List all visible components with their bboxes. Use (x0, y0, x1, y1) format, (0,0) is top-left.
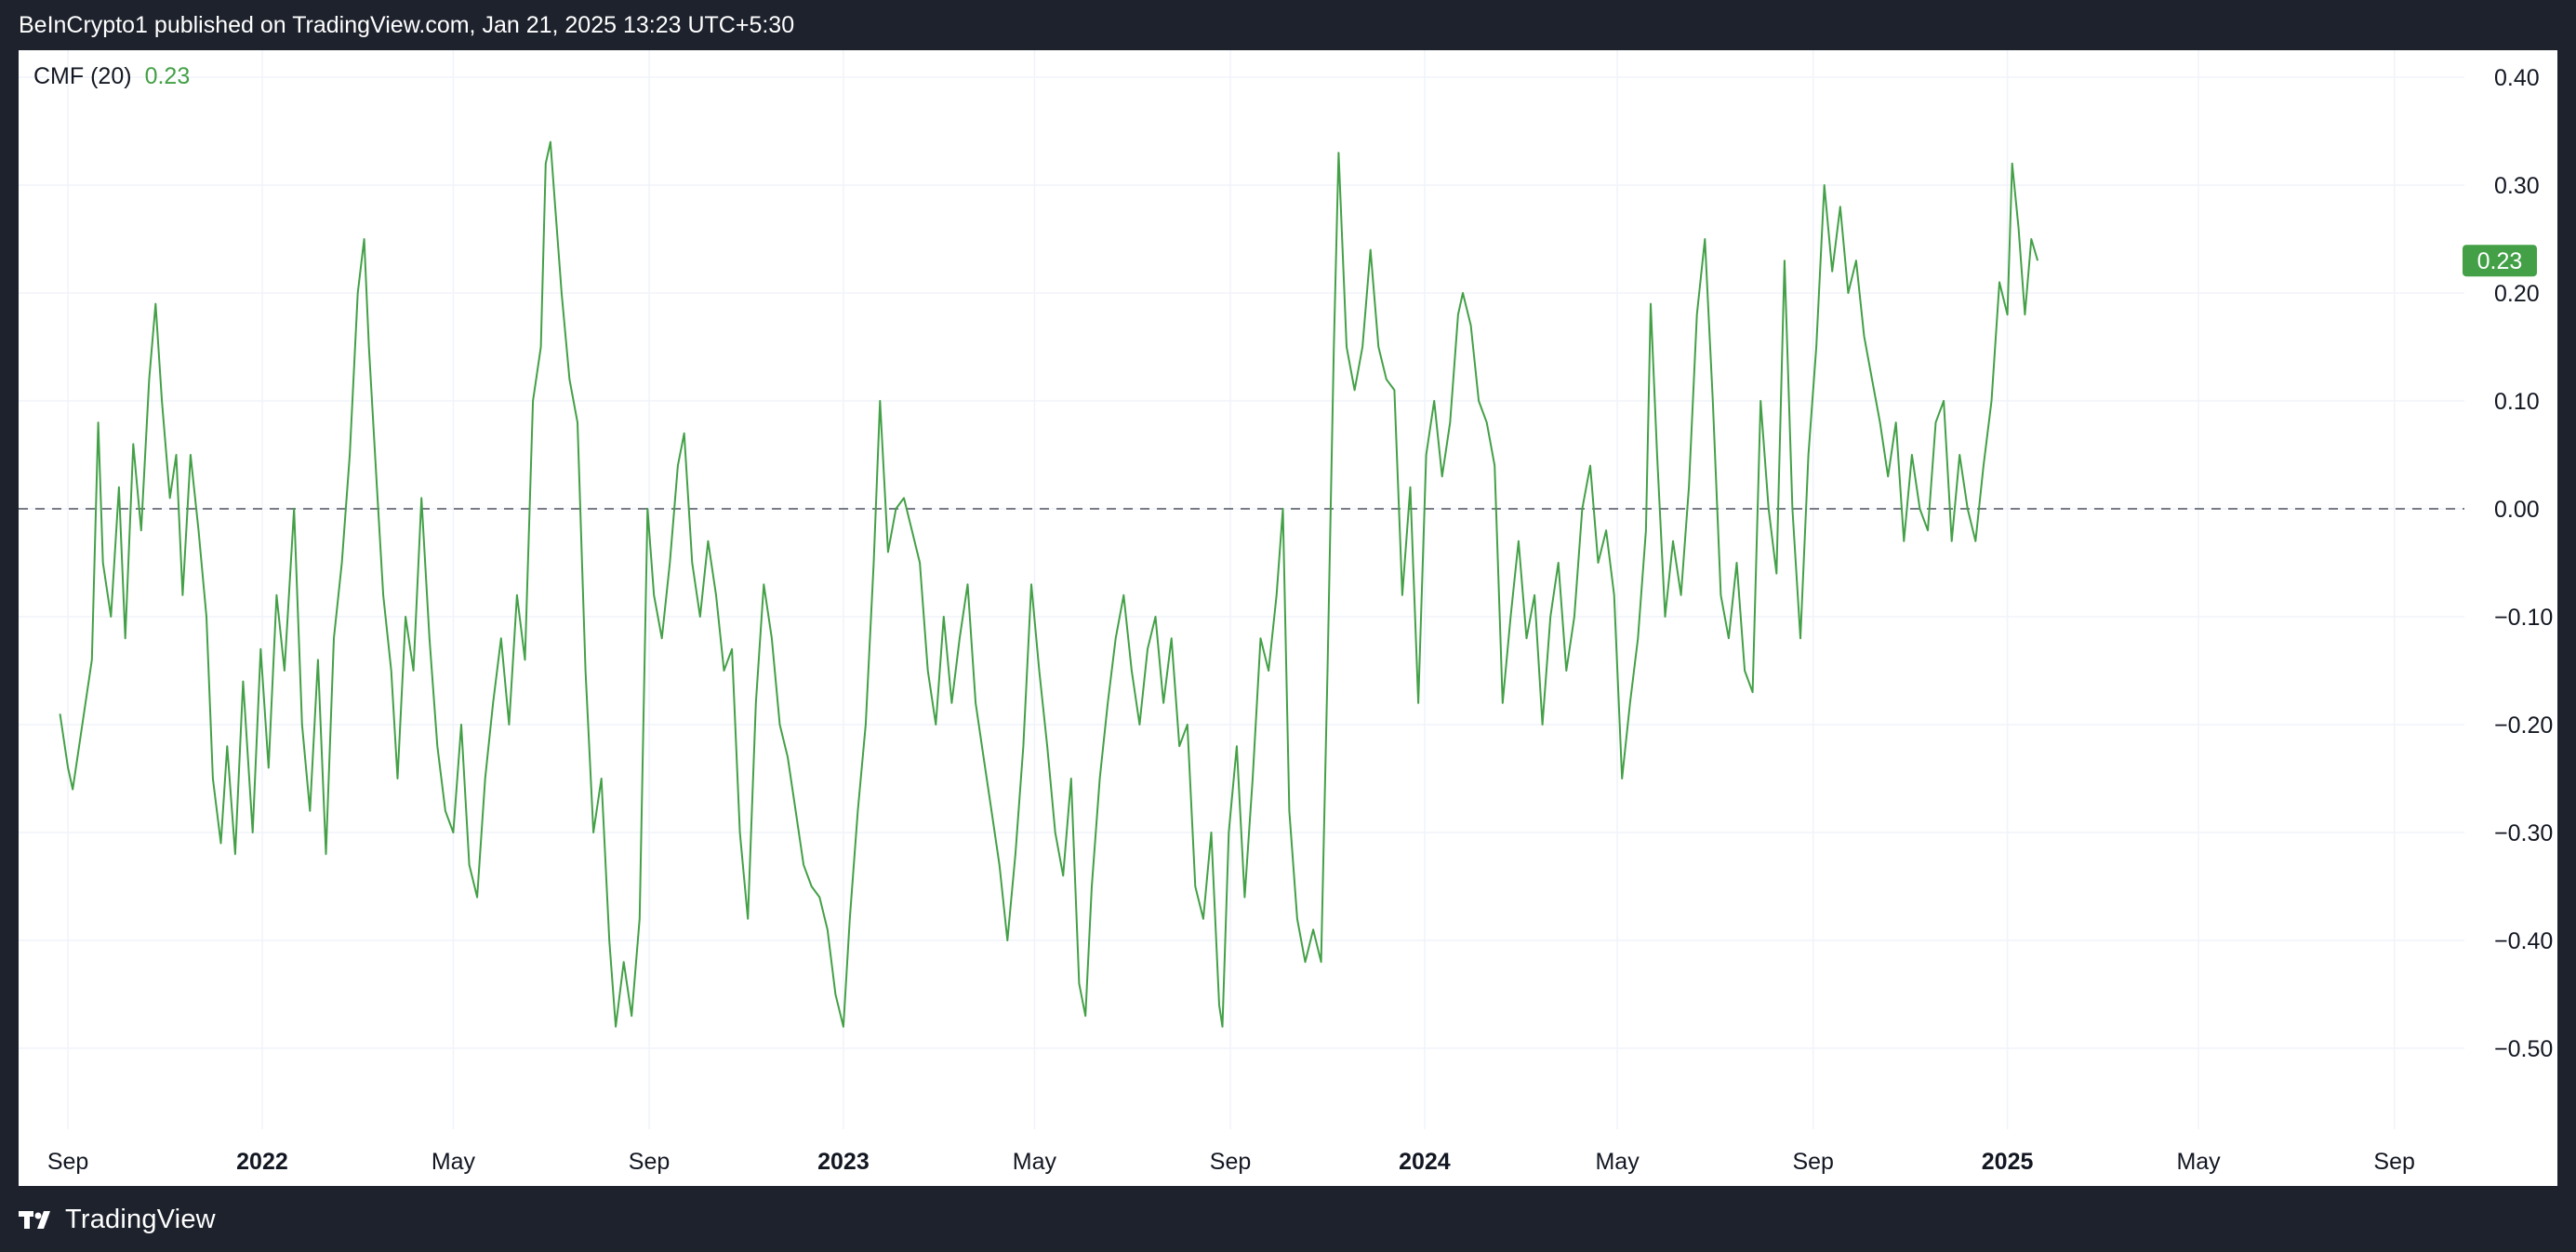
chart-panel[interactable]: 0.40 0.30 0.20 0.10 0.00 −0.10 −0.20 −0.30 −0.40… (19, 50, 2557, 1186)
x-tick-label: May (1595, 1149, 1640, 1175)
x-tick-label: 2023 (817, 1149, 870, 1175)
y-tick-label: 0.00 (2494, 497, 2540, 523)
y-tick-label: 0.40 (2494, 65, 2540, 91)
indicator-value: 0.23 (144, 63, 191, 89)
x-tick-label: May (2176, 1149, 2221, 1175)
y-tick-label: 0.20 (2494, 281, 2540, 307)
x-tick-label: Sep (629, 1149, 670, 1175)
x-tick-label: Sep (1210, 1149, 1251, 1175)
y-tick-label: −0.50 (2494, 1036, 2553, 1062)
y-tick-label: 0.10 (2494, 389, 2540, 415)
y-tick-label: −0.20 (2494, 713, 2553, 739)
x-tick-label: Sep (47, 1149, 88, 1175)
x-tick-label: May (1013, 1149, 1057, 1175)
x-tick-label: May (432, 1149, 476, 1175)
cmf-chart[interactable]: 0.40 0.30 0.20 0.10 0.00 −0.10 −0.20 −0.30 −0.40… (19, 50, 2557, 1186)
publish-info-text: BeInCrypto1 published on TradingView.com… (19, 12, 795, 38)
x-tick-label: 2024 (1399, 1149, 1451, 1175)
tradingview-brand[interactable]: TradingView (19, 1203, 216, 1236)
indicator-legend[interactable]: CMF (20) 0.23 (33, 63, 190, 90)
last-value-badge (2463, 245, 2537, 277)
y-tick-label: −0.30 (2494, 820, 2553, 846)
x-tick-label: 2022 (236, 1149, 288, 1175)
cmf-series-line[interactable] (59, 140, 2039, 1028)
indicator-label: CMF (20) (33, 63, 132, 89)
x-tick-label: Sep (2373, 1149, 2414, 1175)
publish-header: BeInCrypto1 published on TradingView.com… (0, 0, 2576, 50)
x-tick-label: Sep (1792, 1149, 1833, 1175)
y-tick-label: 0.30 (2494, 173, 2540, 199)
tradingview-logo-icon (19, 1211, 50, 1229)
y-tick-label: −0.40 (2494, 928, 2553, 954)
last-value-label: 0.23 (2477, 248, 2523, 274)
footer-bar: TradingView (0, 1186, 2576, 1252)
y-tick-label: −0.10 (2494, 605, 2553, 631)
x-tick-label: 2025 (1982, 1149, 2034, 1175)
brand-name: TradingView (65, 1204, 216, 1234)
